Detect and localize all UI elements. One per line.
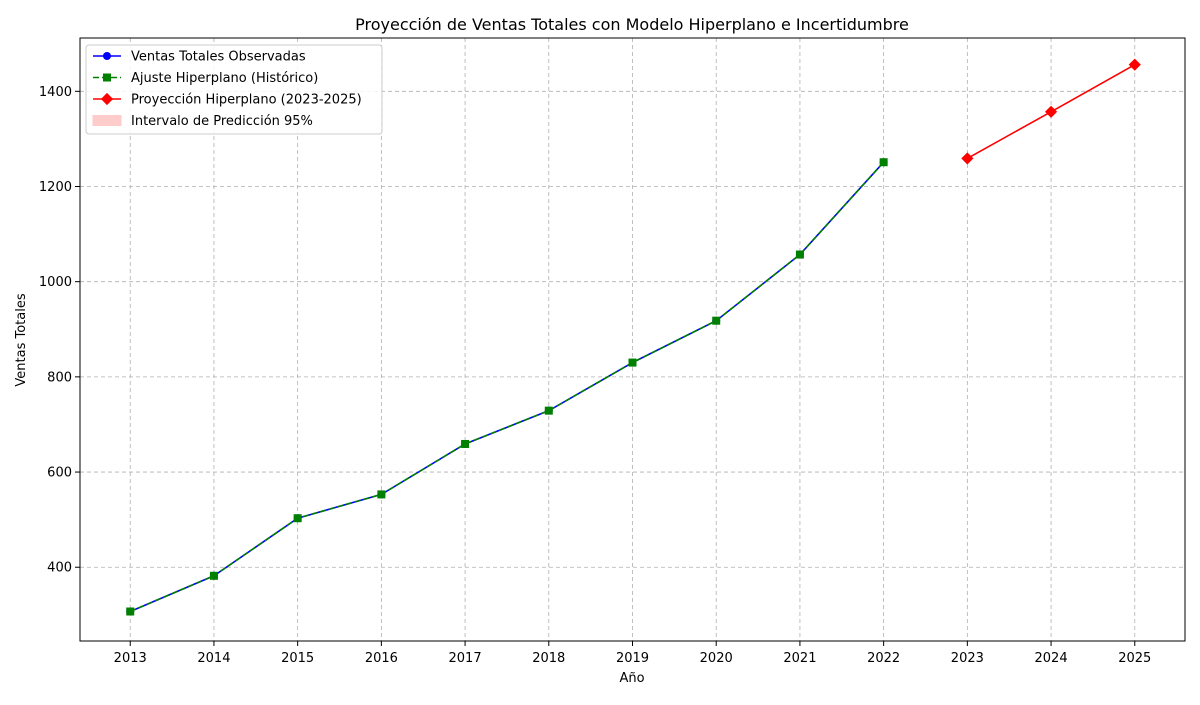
series-layer bbox=[126, 58, 1141, 616]
x-axis-label: Año bbox=[619, 671, 644, 686]
data-point bbox=[377, 490, 386, 499]
x-tick-label: 2024 bbox=[1035, 651, 1068, 666]
legend-label: Ajuste Hiperplano (Histórico) bbox=[131, 71, 318, 86]
y-tick-label: 600 bbox=[47, 466, 72, 481]
data-point bbox=[961, 152, 974, 165]
data-point bbox=[126, 607, 135, 616]
x-axis-ticks: 2013 2014 2015 2016 2017 2018 2019 2020 2021 2022… bbox=[114, 641, 1151, 666]
y-axis-label: Ventas Totales bbox=[14, 293, 29, 386]
x-tick-label: 2014 bbox=[197, 651, 230, 666]
data-point bbox=[795, 250, 804, 259]
legend-label: Intervalo de Predicción 95% bbox=[131, 114, 313, 129]
chart-title: Proyección de Ventas Totales con Modelo … bbox=[355, 15, 909, 34]
y-tick-label: 800 bbox=[47, 370, 72, 385]
x-tick-label: 2019 bbox=[616, 651, 649, 666]
data-point bbox=[1044, 105, 1058, 118]
legend-marker bbox=[103, 73, 111, 82]
series-3 bbox=[961, 58, 1141, 165]
legend-marker bbox=[103, 52, 111, 60]
x-tick-label: 2016 bbox=[365, 651, 398, 666]
series-line bbox=[129, 161, 885, 613]
legend-items: Ventas Totales Observadas Ajuste Hiperpla… bbox=[92, 50, 362, 129]
y-tick-label: 1400 bbox=[39, 85, 72, 100]
data-point bbox=[628, 358, 637, 367]
x-tick-label: 2017 bbox=[449, 651, 482, 666]
data-point bbox=[1128, 58, 1141, 71]
y-tick-label: 1200 bbox=[39, 180, 72, 195]
series-2 bbox=[126, 158, 888, 616]
legend-band-swatch bbox=[92, 115, 122, 126]
series-line bbox=[129, 161, 885, 613]
legend: Ventas Totales Observadas Ajuste Hiperpla… bbox=[85, 44, 383, 135]
x-tick-label: 2025 bbox=[1118, 651, 1151, 666]
data-point bbox=[712, 316, 721, 325]
y-tick-label: 1000 bbox=[39, 275, 72, 290]
x-tick-label: 2023 bbox=[951, 651, 984, 666]
x-tick-label: 2022 bbox=[867, 651, 900, 666]
data-point bbox=[209, 571, 218, 580]
series-1 bbox=[126, 158, 888, 616]
y-tick-label: 400 bbox=[47, 561, 72, 576]
legend-frame bbox=[85, 44, 383, 135]
data-point bbox=[461, 439, 470, 448]
legend-marker bbox=[100, 92, 114, 106]
x-tick-label: 2021 bbox=[783, 651, 816, 666]
legend-label: Proyección Hiperplano (2023-2025) bbox=[131, 93, 362, 108]
x-tick-label: 2020 bbox=[700, 651, 733, 666]
y-axis-ticks: 400 600 800 1000 1200 1400 bbox=[39, 85, 80, 576]
x-tick-label: 2015 bbox=[281, 651, 314, 666]
data-point bbox=[879, 158, 888, 167]
x-tick-label: 2013 bbox=[114, 651, 147, 666]
x-tick-label: 2018 bbox=[532, 651, 565, 666]
data-point bbox=[293, 514, 302, 523]
grid bbox=[80, 38, 1185, 641]
data-point bbox=[544, 406, 553, 415]
legend-label: Ventas Totales Observadas bbox=[131, 50, 306, 65]
